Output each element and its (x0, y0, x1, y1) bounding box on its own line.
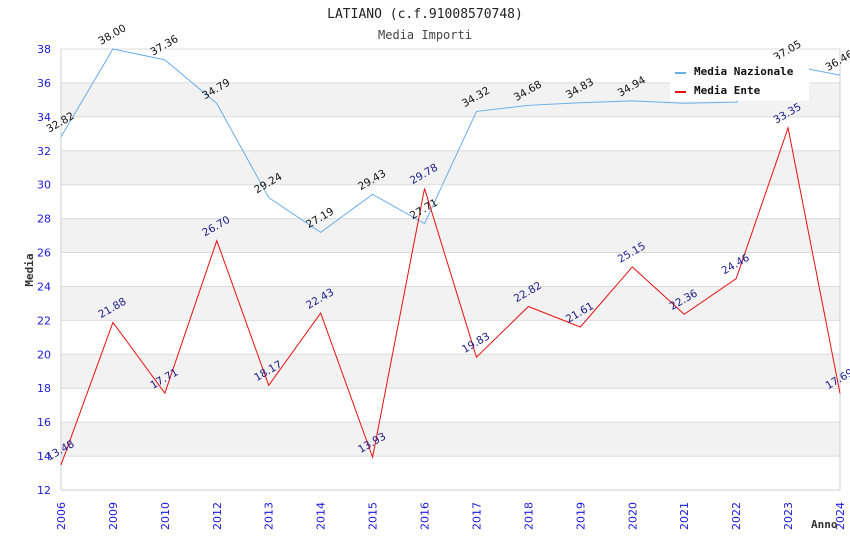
chart-title: LATIANO (c.f.91008570748) (327, 7, 523, 22)
x-tick-label: 2016 (419, 502, 432, 530)
y-tick-label: 24 (37, 280, 51, 293)
grid-lines (61, 48, 840, 491)
y-tick-label: 38 (37, 43, 51, 56)
x-tick-label: 2021 (678, 502, 691, 530)
y-axis-ticks: 12 14 16 18 20 22 24 26 28 30 32 34 36 38 (37, 43, 51, 497)
x-tick-label: 2015 (367, 502, 380, 530)
x-tick-label: 2022 (730, 502, 743, 530)
legend: Media Nazionale Media Ente (670, 59, 809, 101)
chart-subtitle: Media Importi (378, 28, 472, 42)
axes (60, 49, 841, 491)
x-tick-label: 2009 (107, 502, 120, 530)
grid-band (61, 218, 840, 253)
y-tick-label: 36 (37, 77, 51, 90)
y-tick-label: 26 (37, 247, 51, 260)
x-tick-label: 2023 (782, 502, 795, 530)
x-tick-label: 2012 (211, 502, 224, 530)
x-tick-label: 2020 (626, 502, 639, 530)
y-tick-label: 22 (37, 314, 51, 327)
grid-band (61, 422, 840, 457)
x-tick-label: 2006 (55, 502, 68, 530)
x-tick-label: 2010 (159, 502, 172, 530)
series-line-media-ente (60, 125, 841, 466)
grid-band (61, 354, 840, 389)
y-tick-label: 16 (37, 416, 51, 429)
y-tick-label: 32 (37, 145, 51, 158)
y-tick-label: 30 (37, 179, 51, 192)
x-tick-label: 2024 (834, 502, 847, 530)
x-tick-label: 2019 (574, 502, 587, 530)
y-tick-label: 12 (37, 484, 51, 497)
grid-band (61, 184, 840, 219)
series-line-media-nazionale (60, 48, 841, 233)
legend-background (670, 59, 809, 101)
x-tick-label: 2014 (315, 502, 328, 530)
grid-band (61, 286, 840, 321)
y-tick-label: 28 (37, 213, 51, 226)
x-tick-label: 2018 (522, 502, 535, 530)
y-tick-label: 14 (37, 450, 51, 463)
x-axis-label: Anno (811, 518, 838, 531)
legend-label-media-ente: Media Ente (694, 84, 761, 97)
x-axis-ticks: 2006 2009 2010 2012 2013 2014 2015 2016 2017 2018… (55, 502, 847, 530)
x-tick-label: 2017 (470, 502, 483, 530)
legend-label-media-nazionale: Media Nazionale (694, 65, 794, 78)
grid-band (61, 252, 840, 287)
series-group (60, 48, 841, 466)
y-tick-label: 18 (37, 382, 51, 395)
y-axis-label: Media (23, 253, 36, 286)
grid-band (61, 388, 840, 423)
grid-band (61, 116, 840, 151)
x-tick-label: 2013 (263, 502, 276, 530)
y-tick-label: 20 (37, 348, 51, 361)
y-tick-label: 34 (37, 111, 51, 124)
grid-band (61, 456, 840, 490)
grid-band (61, 320, 840, 355)
data-label-media-nazionale: 38.00 (96, 22, 128, 47)
